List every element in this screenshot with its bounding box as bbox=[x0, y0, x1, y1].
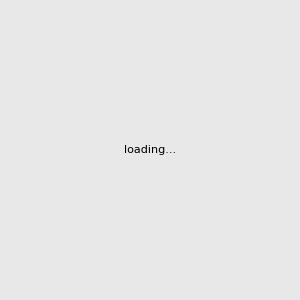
Text: loading...: loading... bbox=[124, 145, 176, 155]
